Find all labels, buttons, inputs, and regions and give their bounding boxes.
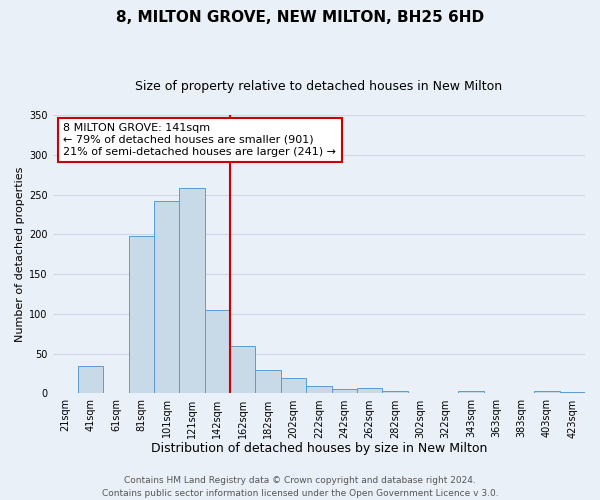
Bar — [382, 391, 407, 394]
Bar — [230, 346, 256, 394]
Bar — [281, 378, 306, 394]
Y-axis label: Number of detached properties: Number of detached properties — [15, 166, 25, 342]
Bar — [205, 310, 230, 394]
Text: 8 MILTON GROVE: 141sqm
← 79% of detached houses are smaller (901)
21% of semi-de: 8 MILTON GROVE: 141sqm ← 79% of detached… — [63, 124, 336, 156]
Bar — [560, 392, 585, 394]
Bar — [306, 386, 332, 394]
Bar — [484, 392, 509, 394]
X-axis label: Distribution of detached houses by size in New Milton: Distribution of detached houses by size … — [151, 442, 487, 455]
Bar — [154, 201, 179, 394]
Bar — [179, 188, 205, 394]
Text: Contains HM Land Registry data © Crown copyright and database right 2024.
Contai: Contains HM Land Registry data © Crown c… — [101, 476, 499, 498]
Bar — [535, 391, 560, 394]
Bar — [332, 390, 357, 394]
Bar — [458, 391, 484, 394]
Text: 8, MILTON GROVE, NEW MILTON, BH25 6HD: 8, MILTON GROVE, NEW MILTON, BH25 6HD — [116, 10, 484, 25]
Title: Size of property relative to detached houses in New Milton: Size of property relative to detached ho… — [135, 80, 502, 93]
Bar — [129, 236, 154, 394]
Bar — [357, 388, 382, 394]
Bar — [78, 366, 103, 394]
Bar — [256, 370, 281, 394]
